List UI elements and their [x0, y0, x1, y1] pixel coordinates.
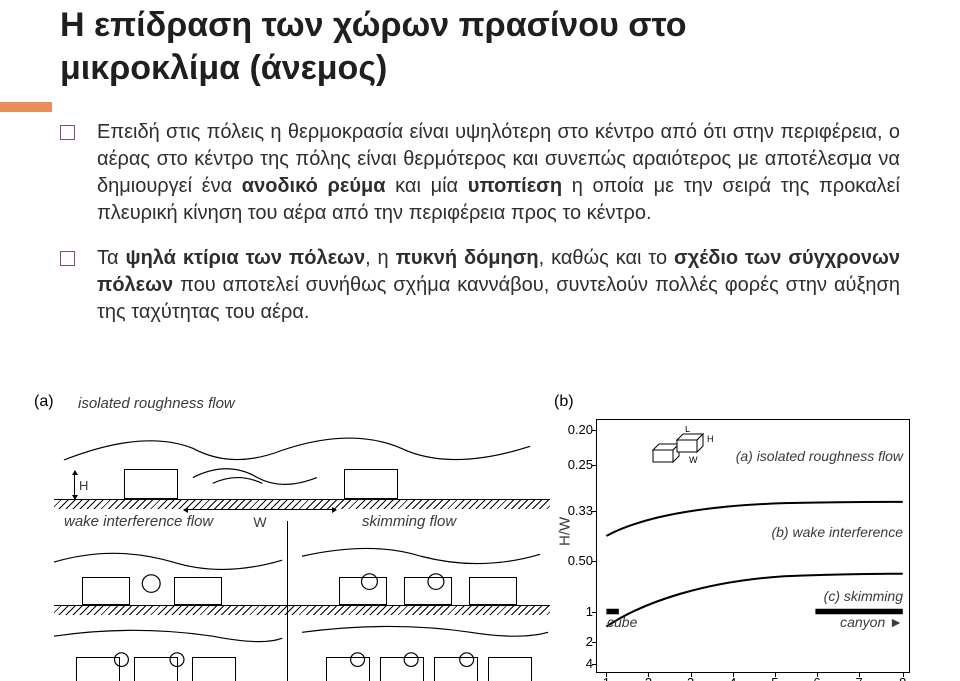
- p2-m1: , η: [365, 247, 396, 269]
- p2-b1: ψηλά κτίρια των πόλεων: [126, 247, 366, 269]
- page-title: Η επίδραση των χώρων πρασίνου στο μικροκ…: [60, 4, 900, 89]
- x-tick-mark: [691, 672, 692, 677]
- y-tick: 0.25: [559, 457, 593, 472]
- accent-bar: [0, 102, 52, 112]
- title-line-2: μικροκλίμα (άνεμος): [60, 49, 387, 87]
- panel-a-label: (a): [34, 393, 54, 411]
- x-tick-mark: [859, 672, 860, 677]
- p1-b2: υποπίεση: [468, 175, 562, 197]
- label-isolated: isolated roughness flow: [78, 395, 235, 412]
- y-axis-label: H/W: [557, 517, 574, 546]
- x-tick-mark: [733, 672, 734, 677]
- p2-pre: Τα: [97, 247, 126, 269]
- p1-b1: ανοδικό ρεύμα: [242, 175, 386, 197]
- bullet-2: Τα ψηλά κτίρια των πόλεων, η πυκνή δόμησ…: [60, 245, 900, 326]
- y-tick: 2: [559, 634, 593, 649]
- title-block: Η επίδραση των χώρων πρασίνου στο μικροκ…: [60, 0, 900, 89]
- y-tick: 0.50: [559, 553, 593, 568]
- streamlines: [54, 421, 550, 499]
- y-tick-mark: [592, 642, 597, 643]
- y-tick-mark: [592, 664, 597, 665]
- bullet-icon: [60, 251, 75, 266]
- x-tick-mark: [606, 672, 607, 677]
- figure: (a) isolated roughness flow H W: [40, 395, 920, 681]
- streamlines: [54, 605, 550, 681]
- x-tick-mark: [648, 672, 649, 677]
- y-tick-mark: [592, 465, 597, 466]
- slide: Η επίδραση των χώρων πρασίνου στο μικροκ…: [0, 0, 960, 681]
- flow-row-wake-skim: [54, 527, 550, 606]
- x-tick-mark: [903, 672, 904, 677]
- p2-post: που αποτελεί συνήθως σχήμα καννάβου, συν…: [97, 274, 900, 323]
- chart-curves: [597, 420, 909, 672]
- y-tick-mark: [592, 561, 597, 562]
- y-tick-mark: [592, 511, 597, 512]
- streamlines: [54, 527, 550, 605]
- y-tick: 1: [559, 604, 593, 619]
- y-tick: 4: [559, 656, 593, 671]
- cube-label: cube: [607, 614, 637, 630]
- dim-W: W: [184, 509, 336, 510]
- y-tick-mark: [592, 612, 597, 613]
- y-tick: 0.33: [559, 503, 593, 518]
- paragraph-1: Επειδή στις πόλεις η θερμοκρασία είναι υ…: [97, 119, 900, 227]
- p1-mid: και μία: [386, 175, 468, 197]
- x-tick-mark: [775, 672, 776, 677]
- title-line-1: Η επίδραση των χώρων πρασίνου στο: [60, 6, 686, 44]
- paragraph-2: Τα ψηλά κτίρια των πόλεων, η πυκνή δόμησ…: [97, 245, 900, 326]
- figure-left: (a) isolated roughness flow H W: [40, 395, 560, 681]
- panel-b-label: (b): [554, 393, 574, 411]
- x-tick-mark: [817, 672, 818, 677]
- y-tick-mark: [592, 430, 597, 431]
- figure-right: (b) L H W (a) isolated rou: [560, 395, 920, 681]
- body-text: Επειδή στις πόλεις η θερμοκρασία είναι υ…: [60, 119, 900, 326]
- canyon-label: canyon ►: [840, 614, 903, 630]
- p2-m2: , καθώς και το: [539, 247, 674, 269]
- flow-row-isolated: H W: [54, 421, 550, 500]
- chart-frame: L H W (a) isolated roughness flow (b) wa…: [596, 419, 910, 673]
- bullet-1: Επειδή στις πόλεις η θερμοκρασία είναι υ…: [60, 119, 900, 227]
- ground-hatch: [54, 499, 550, 509]
- bullet-icon: [60, 125, 75, 140]
- flow-row-dense: [54, 605, 550, 681]
- y-tick: 0.20: [559, 422, 593, 437]
- p2-b2: πυκνή δόμηση: [396, 247, 539, 269]
